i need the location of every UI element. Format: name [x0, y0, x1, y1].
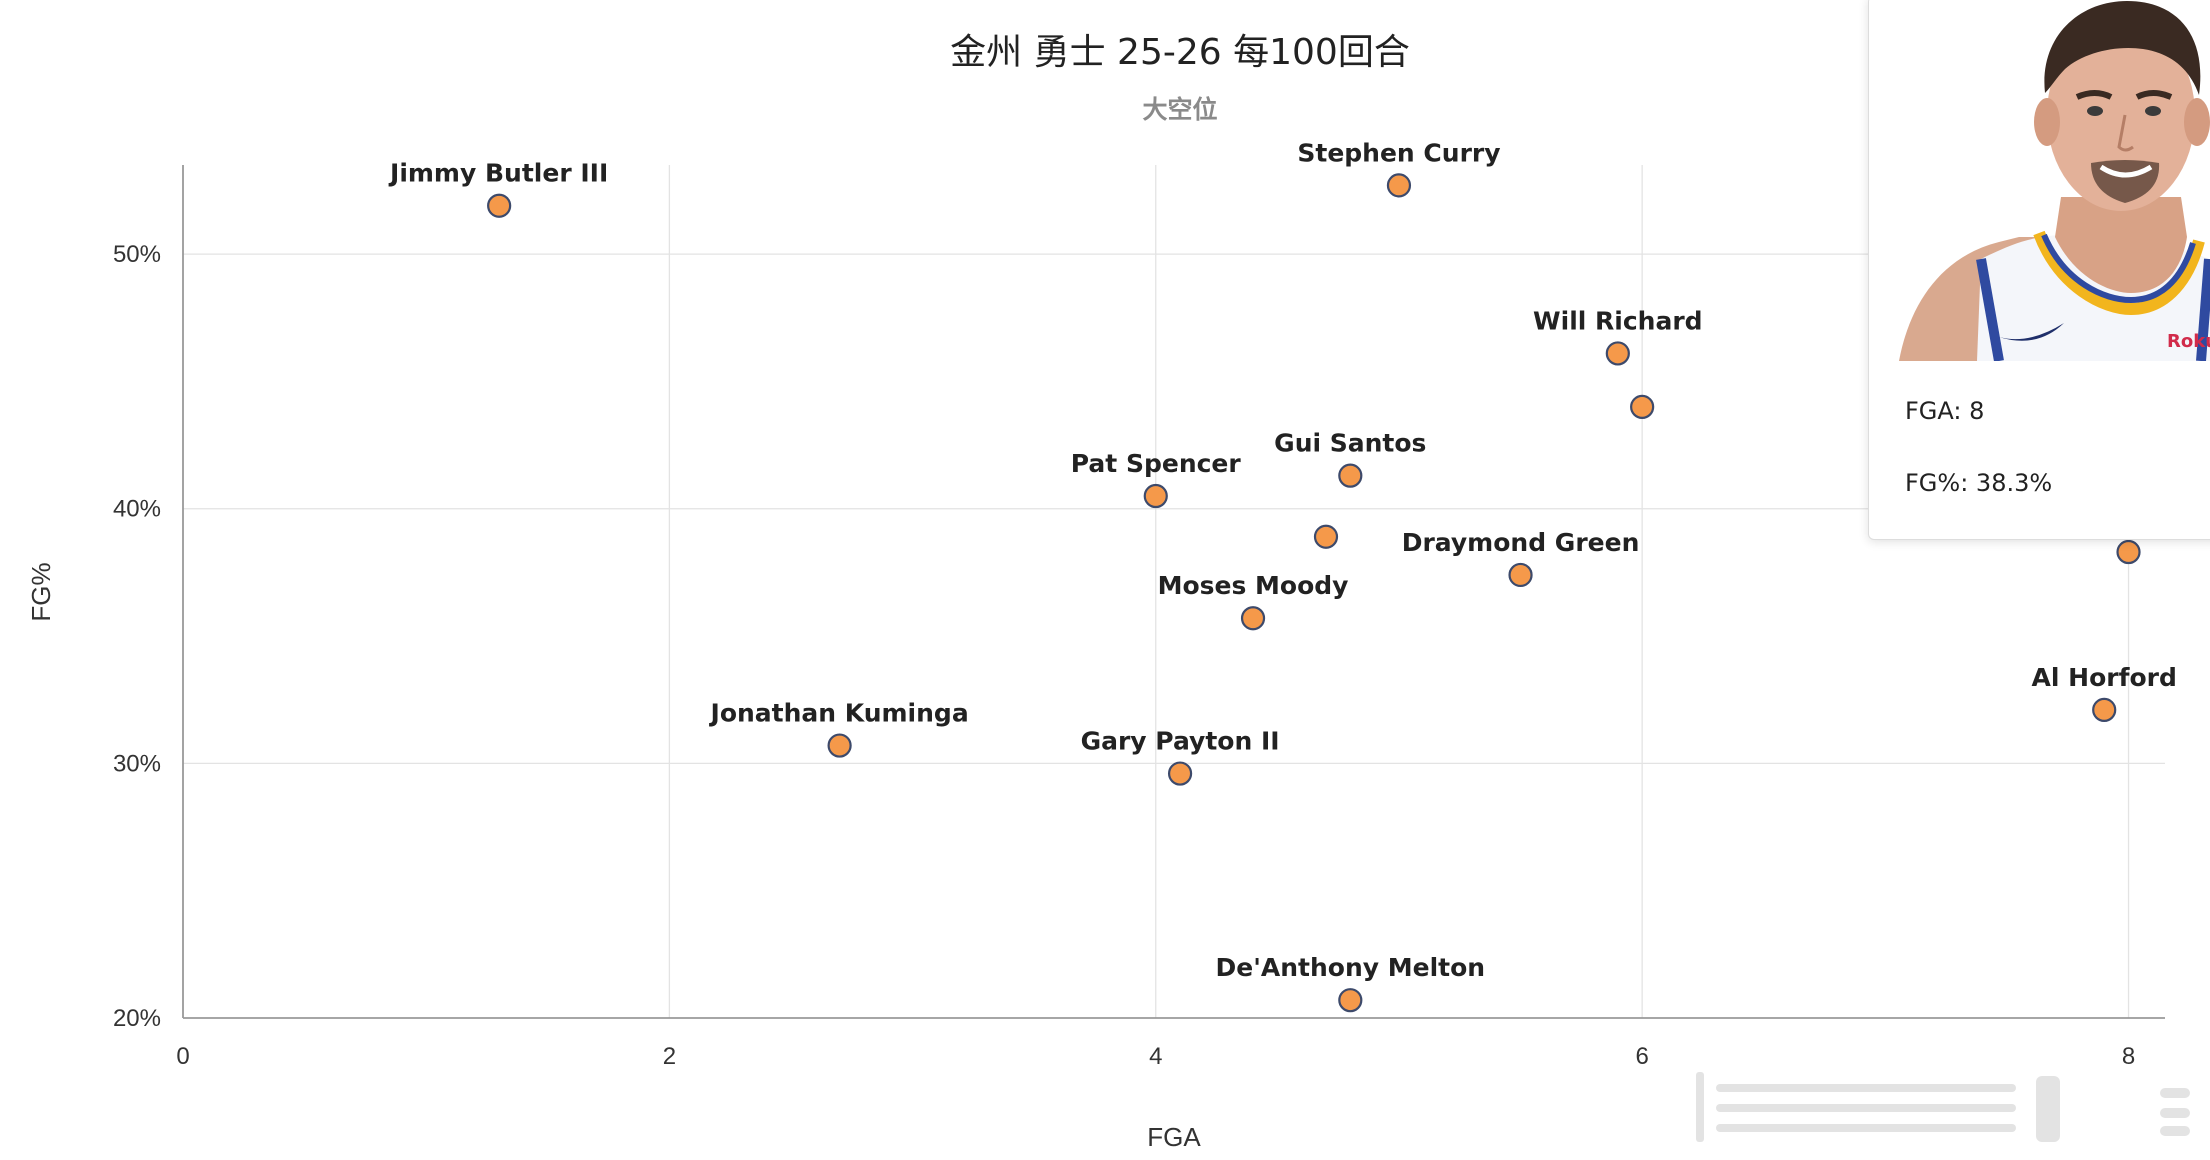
data-point[interactable] [1313, 524, 1339, 549]
y-tick-label: 50% [113, 241, 161, 268]
chart-title: 金州 勇士 25-26 每100回合 [950, 32, 1410, 73]
point-labels: Jimmy Butler III Stephen Curry Will Richar… [388, 138, 2177, 982]
point-label: Moses Moody [1158, 571, 1349, 600]
grid [183, 165, 2165, 1018]
data-point[interactable] [1338, 988, 1363, 1013]
data-point[interactable] [1508, 562, 1533, 588]
data-point[interactable] [1143, 483, 1168, 509]
point-label: Gui Santos [1274, 429, 1426, 458]
x-tick-label: 4 [1149, 1043, 1162, 1070]
point-label: Stephen Curry [1297, 138, 1500, 167]
x-tick-label: 2 [663, 1043, 676, 1070]
y-axis-label: FG% [26, 562, 56, 621]
point-label: Al Horford [2032, 663, 2177, 692]
point-label: De'Anthony Melton [1216, 953, 1486, 982]
watermark-decoration [1696, 1072, 2190, 1142]
data-point[interactable] [487, 193, 512, 218]
data-point[interactable] [1167, 761, 1193, 786]
point-label: Will Richard [1533, 306, 1703, 335]
y-tick-label: 30% [113, 750, 161, 777]
data-point[interactable] [1240, 606, 1266, 631]
axes [182, 165, 2165, 1019]
data-point[interactable] [2116, 539, 2141, 565]
tick-labels: 0 2 4 6 8 20% 30% 40% 50% [113, 241, 2135, 1070]
data-point[interactable] [1386, 173, 1412, 198]
data-point[interactable] [1338, 463, 1363, 488]
chart-subtitle: 大空位 [1142, 95, 1217, 124]
point-label: Gary Payton II [1081, 727, 1280, 756]
y-tick-label: 20% [113, 1005, 161, 1032]
x-tick-label: 8 [2122, 1043, 2135, 1070]
tooltip-fg-percent: FG%: 38.3% [1905, 469, 2053, 497]
point-label: Jimmy Butler III [388, 159, 608, 188]
point-label: Pat Spencer [1071, 449, 1242, 478]
data-point[interactable] [1605, 341, 1630, 366]
sponsor-patch: Roku [2167, 331, 2210, 352]
data-point[interactable] [2092, 697, 2117, 723]
point-label: Draymond Green [1402, 528, 1640, 557]
y-tick-label: 40% [113, 496, 161, 523]
player-photo: Roku [1869, 0, 2210, 361]
x-tick-label: 0 [176, 1043, 189, 1070]
player-tooltip: Roku FGA: 8 FG%: 38.3% [1868, 0, 2210, 540]
x-tick-label: 6 [1635, 1043, 1648, 1070]
point-label: Jonathan Kuminga [709, 699, 969, 728]
data-point[interactable] [827, 733, 852, 758]
data-points[interactable] [487, 173, 2141, 1013]
data-point[interactable] [1630, 394, 1655, 419]
x-axis-label: FGA [1147, 1122, 1201, 1152]
tooltip-fga: FGA: 8 [1905, 397, 1985, 425]
